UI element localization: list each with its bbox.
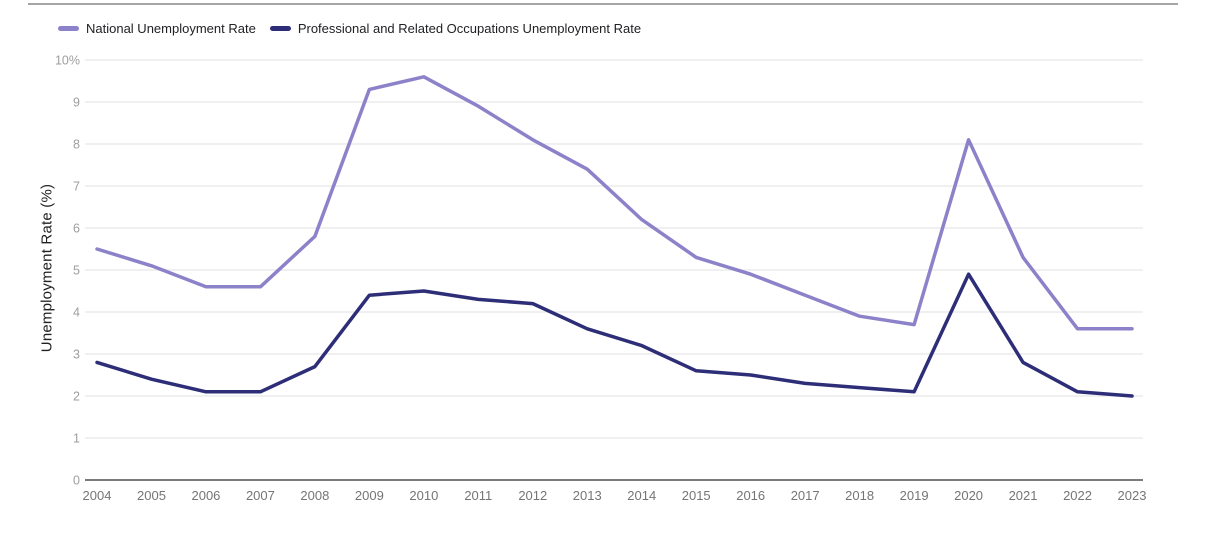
y-tick-label: 3: [73, 348, 80, 362]
x-tick-label: 2019: [900, 488, 929, 503]
x-tick-label: 2020: [954, 488, 983, 503]
x-tick-label: 2014: [627, 488, 656, 503]
x-tick-label: 2017: [791, 488, 820, 503]
x-tick-label: 2008: [300, 488, 329, 503]
y-tick-label: 7: [73, 180, 80, 194]
legend-label: Professional and Related Occupations Une…: [297, 20, 642, 36]
legend-swatch-icon: [58, 25, 79, 31]
x-tick-label: 2012: [518, 488, 547, 503]
chart-legend: National Unemployment Rate Professional a…: [58, 20, 655, 36]
y-tick-label: 1: [73, 432, 80, 446]
x-tick-label: 2005: [137, 488, 166, 503]
x-tick-label: 2009: [355, 488, 384, 503]
series-line-national[interactable]: [95, 75, 1134, 331]
y-tick-label: 10%: [55, 54, 80, 68]
legend-label: National Unemployment Rate: [86, 20, 256, 36]
y-tick-label: 2: [73, 390, 80, 404]
x-tick-label: 2022: [1063, 488, 1092, 503]
top-divider: [28, 3, 1178, 5]
x-tick-label: 2011: [464, 488, 492, 503]
x-tick-label: 2021: [1009, 488, 1038, 503]
x-tick-label: 2023: [1118, 488, 1147, 503]
x-tick-label: 2010: [409, 488, 438, 503]
x-tick-label: 2018: [845, 488, 874, 503]
y-tick-label: 5: [73, 264, 80, 278]
legend-item-0[interactable]: National Unemployment Rate: [58, 21, 256, 36]
x-tick-label: 2016: [736, 488, 765, 503]
legend-item-1[interactable]: Professional and Related Occupations Une…: [269, 20, 642, 36]
y-tick-label: 0: [73, 474, 80, 488]
x-tick-label: 2015: [682, 488, 711, 503]
x-tick-label: 2004: [83, 488, 112, 503]
y-tick-label: 9: [73, 96, 80, 110]
x-tick-label: 2007: [246, 488, 275, 503]
x-tick-label: 2006: [191, 488, 220, 503]
y-tick-label: 6: [73, 222, 80, 236]
x-tick-label: 2013: [573, 488, 602, 503]
y-tick-label: 4: [73, 306, 80, 320]
y-tick-label: 8: [73, 138, 80, 152]
legend-swatch-icon: [269, 25, 291, 31]
series-line-professional[interactable]: [95, 272, 1134, 398]
